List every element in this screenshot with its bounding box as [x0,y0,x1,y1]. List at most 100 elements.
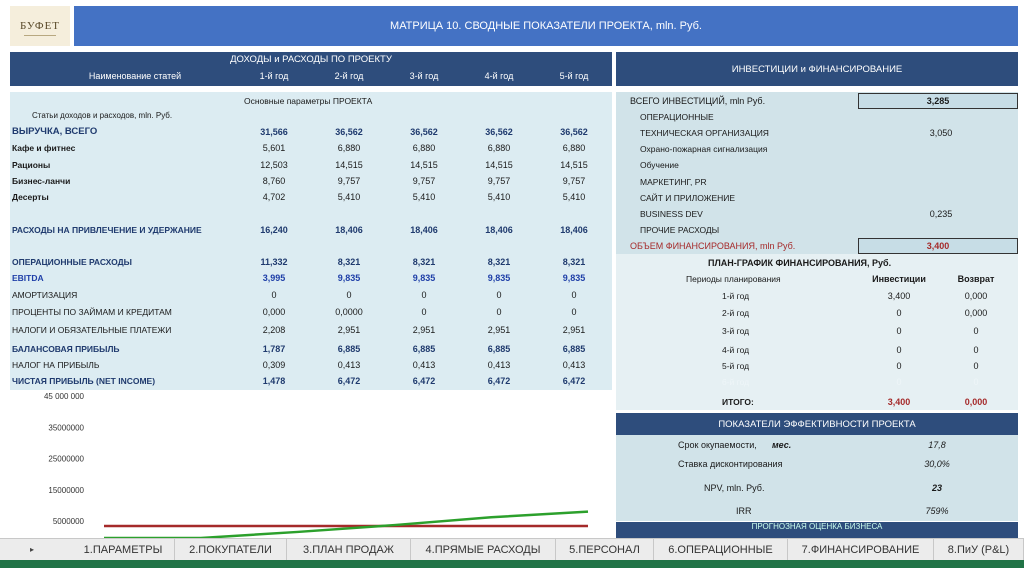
table-row[interactable]: Бизнес-ланчи 8,760 9,757 9,757 9,757 9,7… [10,174,612,188]
tab-operational[interactable]: 6.ОПЕРАЦИОННЫЕ [654,539,788,561]
tab-personnel[interactable]: 5.ПЕРСОНАЛ [556,539,654,561]
efficiency-label: NPV, mln. Руб. [704,483,765,493]
efficiency-label: IRR [736,506,752,516]
col-name-header: Наименование статей [88,71,182,81]
cell: 9,757 [562,176,586,186]
row-label: Десерты [12,192,49,202]
tab-pnl[interactable]: 8.ПиУ (P&L) [934,539,1024,561]
table-row[interactable]: Кафе и фитнес 5,601 6,880 6,880 6,880 6,… [10,141,612,155]
cell: 9,835 [487,273,511,283]
cell: 0,000 [262,307,286,317]
investment-item[interactable]: BUSINESS DEV 0,235 [616,207,1018,221]
table-row[interactable]: НАЛОГИ И ОБЯЗАТЕЛЬНЫЕ ПЛАТЕЖИ 2,208 2,95… [10,323,612,337]
schedule-period: 1-й год [722,291,750,301]
schedule-row[interactable]: 3-й год 0 0 [616,324,1018,338]
schedule-row[interactable]: 6-й год 0 0 [616,375,1018,389]
investment-item[interactable]: Обучение [616,158,1018,172]
schedule-row[interactable]: 2-й год 0 0,000 [616,306,1018,320]
tab-direct-expenses[interactable]: 4.ПРЯМЫЕ РАСХОДЫ [411,539,556,561]
investment-label: САЙТ И ПРИЛОЖЕНИЕ [640,193,736,203]
y-tick-label: 25000000 [48,455,84,464]
row-label: ВЫРУЧКА, ВСЕГО [12,126,98,137]
table-row[interactable]: ОПЕРАЦИОННЫЕ РАСХОДЫ 11,332 8,321 8,321 … [10,255,612,269]
investment-item[interactable]: ТЕХНИЧЕСКАЯ ОРГАНИЗАЦИЯ 3,050 [616,126,1018,140]
schedule-row[interactable]: 5-й год 0 0 [616,359,1018,373]
investment-value: 0,235 [929,209,953,219]
investment-label: МАРКЕТИНГ, PR [640,177,707,187]
tab-buyers[interactable]: 2.ПОКУПАТЕЛИ [175,539,287,561]
cell: 8,321 [487,257,511,267]
tab-sales-plan[interactable]: 3.ПЛАН ПРОДАЖ [287,539,411,561]
schedule-inv: 0 [896,308,902,318]
cell: 9,757 [412,176,436,186]
investment-item[interactable]: ОПЕРАЦИОННЫЕ [616,110,1018,124]
table-row[interactable]: РАСХОДЫ НА ПРИВЛЕЧЕНИЕ И УДЕРЖАНИЕ 16,24… [10,223,612,237]
schedule-period: 4-й год [722,345,750,355]
table-row[interactable]: АМОРТИЗАЦИЯ 0 0 0 0 0 [10,288,612,302]
year-header: 2-й год [334,71,364,81]
total-investments-row[interactable]: ВСЕГО ИНВЕСТИЦИЙ, mln Руб. 3,285 [616,93,1018,109]
efficiency-row[interactable]: Ставка дисконтирования 30,0% [616,457,1018,471]
row-label: НАЛОГИ И ОБЯЗАТЕЛЬНЫЕ ПЛАТЕЖИ [12,325,172,335]
investments-table: ВСЕГО ИНВЕСТИЦИЙ, mln Руб. 3,285 ОПЕРАЦИ… [616,92,1018,254]
schedule-row[interactable]: 4-й год 0 0 [616,343,1018,357]
table-row[interactable]: БАЛАНСОВАЯ ПРИБЫЛЬ 1,787 6,885 6,885 6,8… [10,342,612,356]
table-row[interactable]: Рационы 12,503 14,515 14,515 14,515 14,5… [10,158,612,172]
cell: 8,321 [337,257,361,267]
financing-row[interactable]: ОБЪЕМ ФИНАНСИРОВАНИЯ, mln Руб. 3,400 [616,238,1018,254]
cell: 5,410 [562,192,586,202]
table-row[interactable]: ЧИСТАЯ ПРИБЫЛЬ (NET INCOME) 1,478 6,472 … [10,374,612,388]
efficiency-table: Срок окупаемости, мес. 17,8 Ставка диско… [616,435,1018,521]
cashflow-chart[interactable]: 45 000 000 35000000 25000000 15000000 500000… [10,390,612,540]
row-label: АМОРТИЗАЦИЯ [12,290,78,300]
forecast-header: ПРОГНОЗНАЯ ОЦЕНКА БИЗНЕСА [616,522,1018,538]
schedule-title: ПЛАН-ГРАФИК ФИНАНСИРОВАНИЯ, Руб. [708,258,892,268]
cell: 6,885 [562,344,586,354]
schedule-inv: 0 [896,326,902,336]
schedule-total-row[interactable]: ИТОГО: 3,400 0,000 [616,395,1018,409]
cell: 14,515 [560,160,588,170]
investment-item[interactable]: ПРОЧИЕ РАСХОДЫ [616,223,1018,237]
schedule-col-inv: Инвестиции [872,274,926,284]
cell: 0,413 [337,360,361,370]
schedule-period: 2-й год [722,308,750,318]
cell: 11,332 [260,257,288,267]
investment-item[interactable]: МАРКЕТИНГ, PR [616,175,1018,189]
year-header: 1-й год [259,71,289,81]
cell: 2,208 [262,325,286,335]
tab-scroll-right-icon[interactable]: ▸ [29,545,34,554]
cell: 16,240 [260,225,288,235]
schedule-ret: 0 [973,361,979,371]
row-label: ЧИСТАЯ ПРИБЫЛЬ (NET INCOME) [12,376,156,386]
cell: 4,702 [262,192,286,202]
investment-item[interactable]: САЙТ И ПРИЛОЖЕНИЕ [616,191,1018,205]
cell: 2,951 [337,325,361,335]
efficiency-row[interactable]: Срок окупаемости, мес. 17,8 [616,438,1018,452]
investment-item[interactable]: Охрано-пожарная сигнализация [616,142,1018,156]
cell: 9,835 [412,273,436,283]
efficiency-value: 17,8 [928,440,946,450]
cell: 6,885 [412,344,436,354]
table-row[interactable]: ВЫРУЧКА, ВСЕГО 31,566 36,562 36,562 36,5… [10,125,612,139]
logo-underline [24,35,56,36]
cell: 5,601 [262,143,286,153]
tab-financing[interactable]: 7.ФИНАНСИРОВАНИЕ [788,539,934,561]
table-row[interactable]: НАЛОГ НА ПРИБЫЛЬ 0,309 0,413 0,413 0,413… [10,358,612,372]
cell: 0 [271,290,277,300]
schedule-row[interactable]: 1-й год 3,400 0,000 [616,289,1018,303]
schedule-ret: 0,000 [964,291,988,301]
tab-parameters[interactable]: 1.ПАРАМЕТРЫ [72,539,175,561]
efficiency-row[interactable]: NPV, mln. Руб. 23 [616,481,1018,495]
efficiency-row[interactable]: IRR 759% [616,504,1018,518]
table-row[interactable]: Десерты 4,702 5,410 5,410 5,410 5,410 [10,190,612,204]
table-row[interactable]: ПРОЦЕНТЫ ПО ЗАЙМАМ И КРЕДИТАМ 0,000 0,00… [10,305,612,319]
cell: 5,410 [487,192,511,202]
schedule-total-ret: 0,000 [964,397,988,407]
cell: 36,562 [485,127,513,137]
y-tick-label: 5000000 [53,517,85,526]
table-row[interactable]: EBITDA 3,995 9,835 9,835 9,835 9,835 [10,271,612,285]
financing-schedule: ПЛАН-ГРАФИК ФИНАНСИРОВАНИЯ, Руб. Периоды… [616,254,1018,410]
cell: 18,406 [410,225,438,235]
row-label: РАСХОДЫ НА ПРИВЛЕЧЕНИЕ И УДЕРЖАНИЕ [12,225,202,235]
cell: 5,410 [412,192,436,202]
